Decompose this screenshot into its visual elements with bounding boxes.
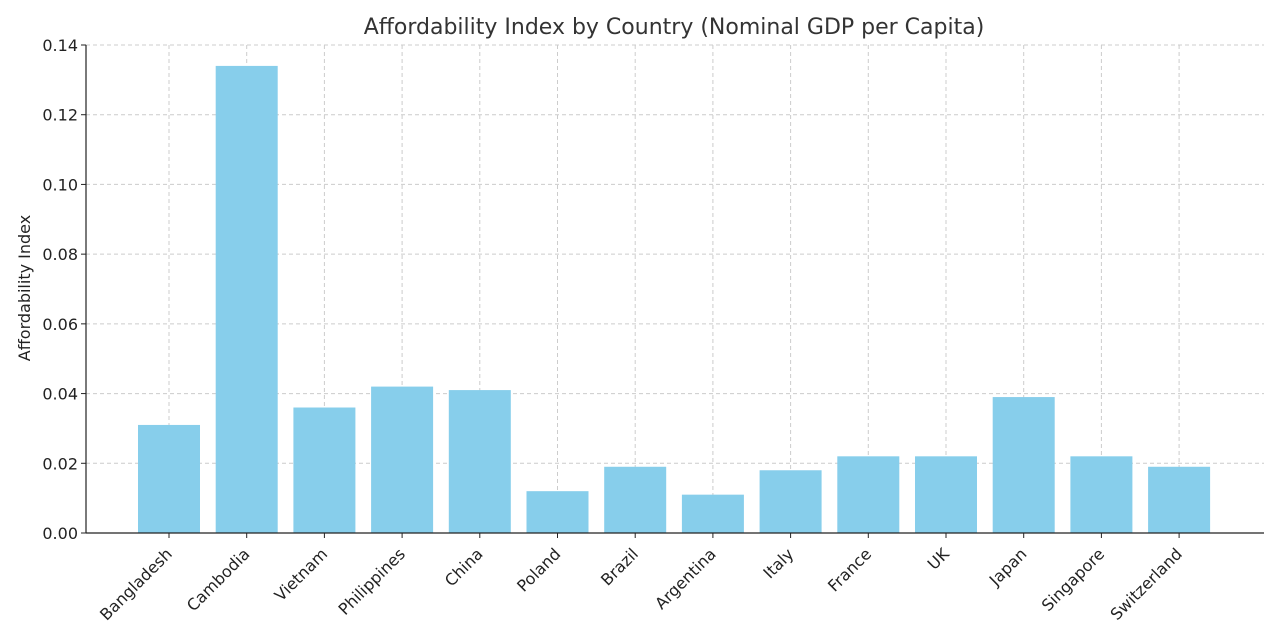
y-tick-label: 0.00 — [42, 524, 78, 543]
y-axis-label: Affordability Index — [15, 215, 34, 361]
y-tick-label: 0.08 — [42, 245, 78, 264]
axes-layer — [85, 45, 1264, 534]
x-tick-label: France — [824, 544, 875, 595]
bar-italy — [759, 470, 822, 533]
y-ticks: 0.00 0.02 0.04 0.06 0.08 0.10 0.12 0.14 — [42, 36, 86, 543]
bar-bangladesh — [138, 424, 200, 533]
bar-vietnam — [293, 407, 356, 533]
bar-argentina — [681, 494, 744, 533]
x-tick-label: UK — [924, 544, 953, 573]
bar-china — [448, 390, 511, 533]
x-tick-label: Italy — [759, 544, 797, 582]
x-tick-label: Vietnam — [271, 544, 332, 605]
y-tick-label: 0.06 — [42, 315, 78, 334]
chart-title: Affordability Index by Country (Nominal … — [364, 15, 985, 40]
x-tick-label: China — [441, 544, 487, 590]
y-tick-label: 0.04 — [42, 385, 78, 404]
x-tick-label: Argentina — [651, 544, 720, 613]
y-tick-label: 0.02 — [42, 454, 78, 473]
x-tick-label: Cambodia — [183, 544, 254, 615]
bar-switzerland — [1148, 466, 1211, 533]
bar-japan — [992, 397, 1055, 533]
bar-cambodia — [215, 65, 278, 534]
bars-layer — [138, 65, 1211, 534]
x-tick-label: Bangladesh — [96, 544, 176, 624]
bar-philippines — [371, 386, 434, 533]
y-tick-label: 0.14 — [42, 36, 78, 55]
x-ticks: Bangladesh Cambodia Vietnam Philippines Chin… — [96, 533, 1186, 624]
bar-uk — [915, 456, 977, 533]
x-tick-label: Japan — [985, 544, 1031, 590]
y-tick-label: 0.10 — [42, 175, 78, 194]
x-tick-label: Poland — [513, 544, 564, 595]
bar-france — [837, 456, 900, 533]
bar-singapore — [1070, 456, 1133, 533]
x-tick-label: Philippines — [335, 544, 409, 618]
x-tick-label: Singapore — [1038, 544, 1109, 615]
x-tick-label: Switzerland — [1107, 544, 1186, 623]
y-tick-label: 0.12 — [42, 106, 78, 125]
bar-poland — [526, 491, 589, 533]
x-tick-label: Brazil — [597, 544, 642, 589]
bar-brazil — [604, 466, 667, 533]
